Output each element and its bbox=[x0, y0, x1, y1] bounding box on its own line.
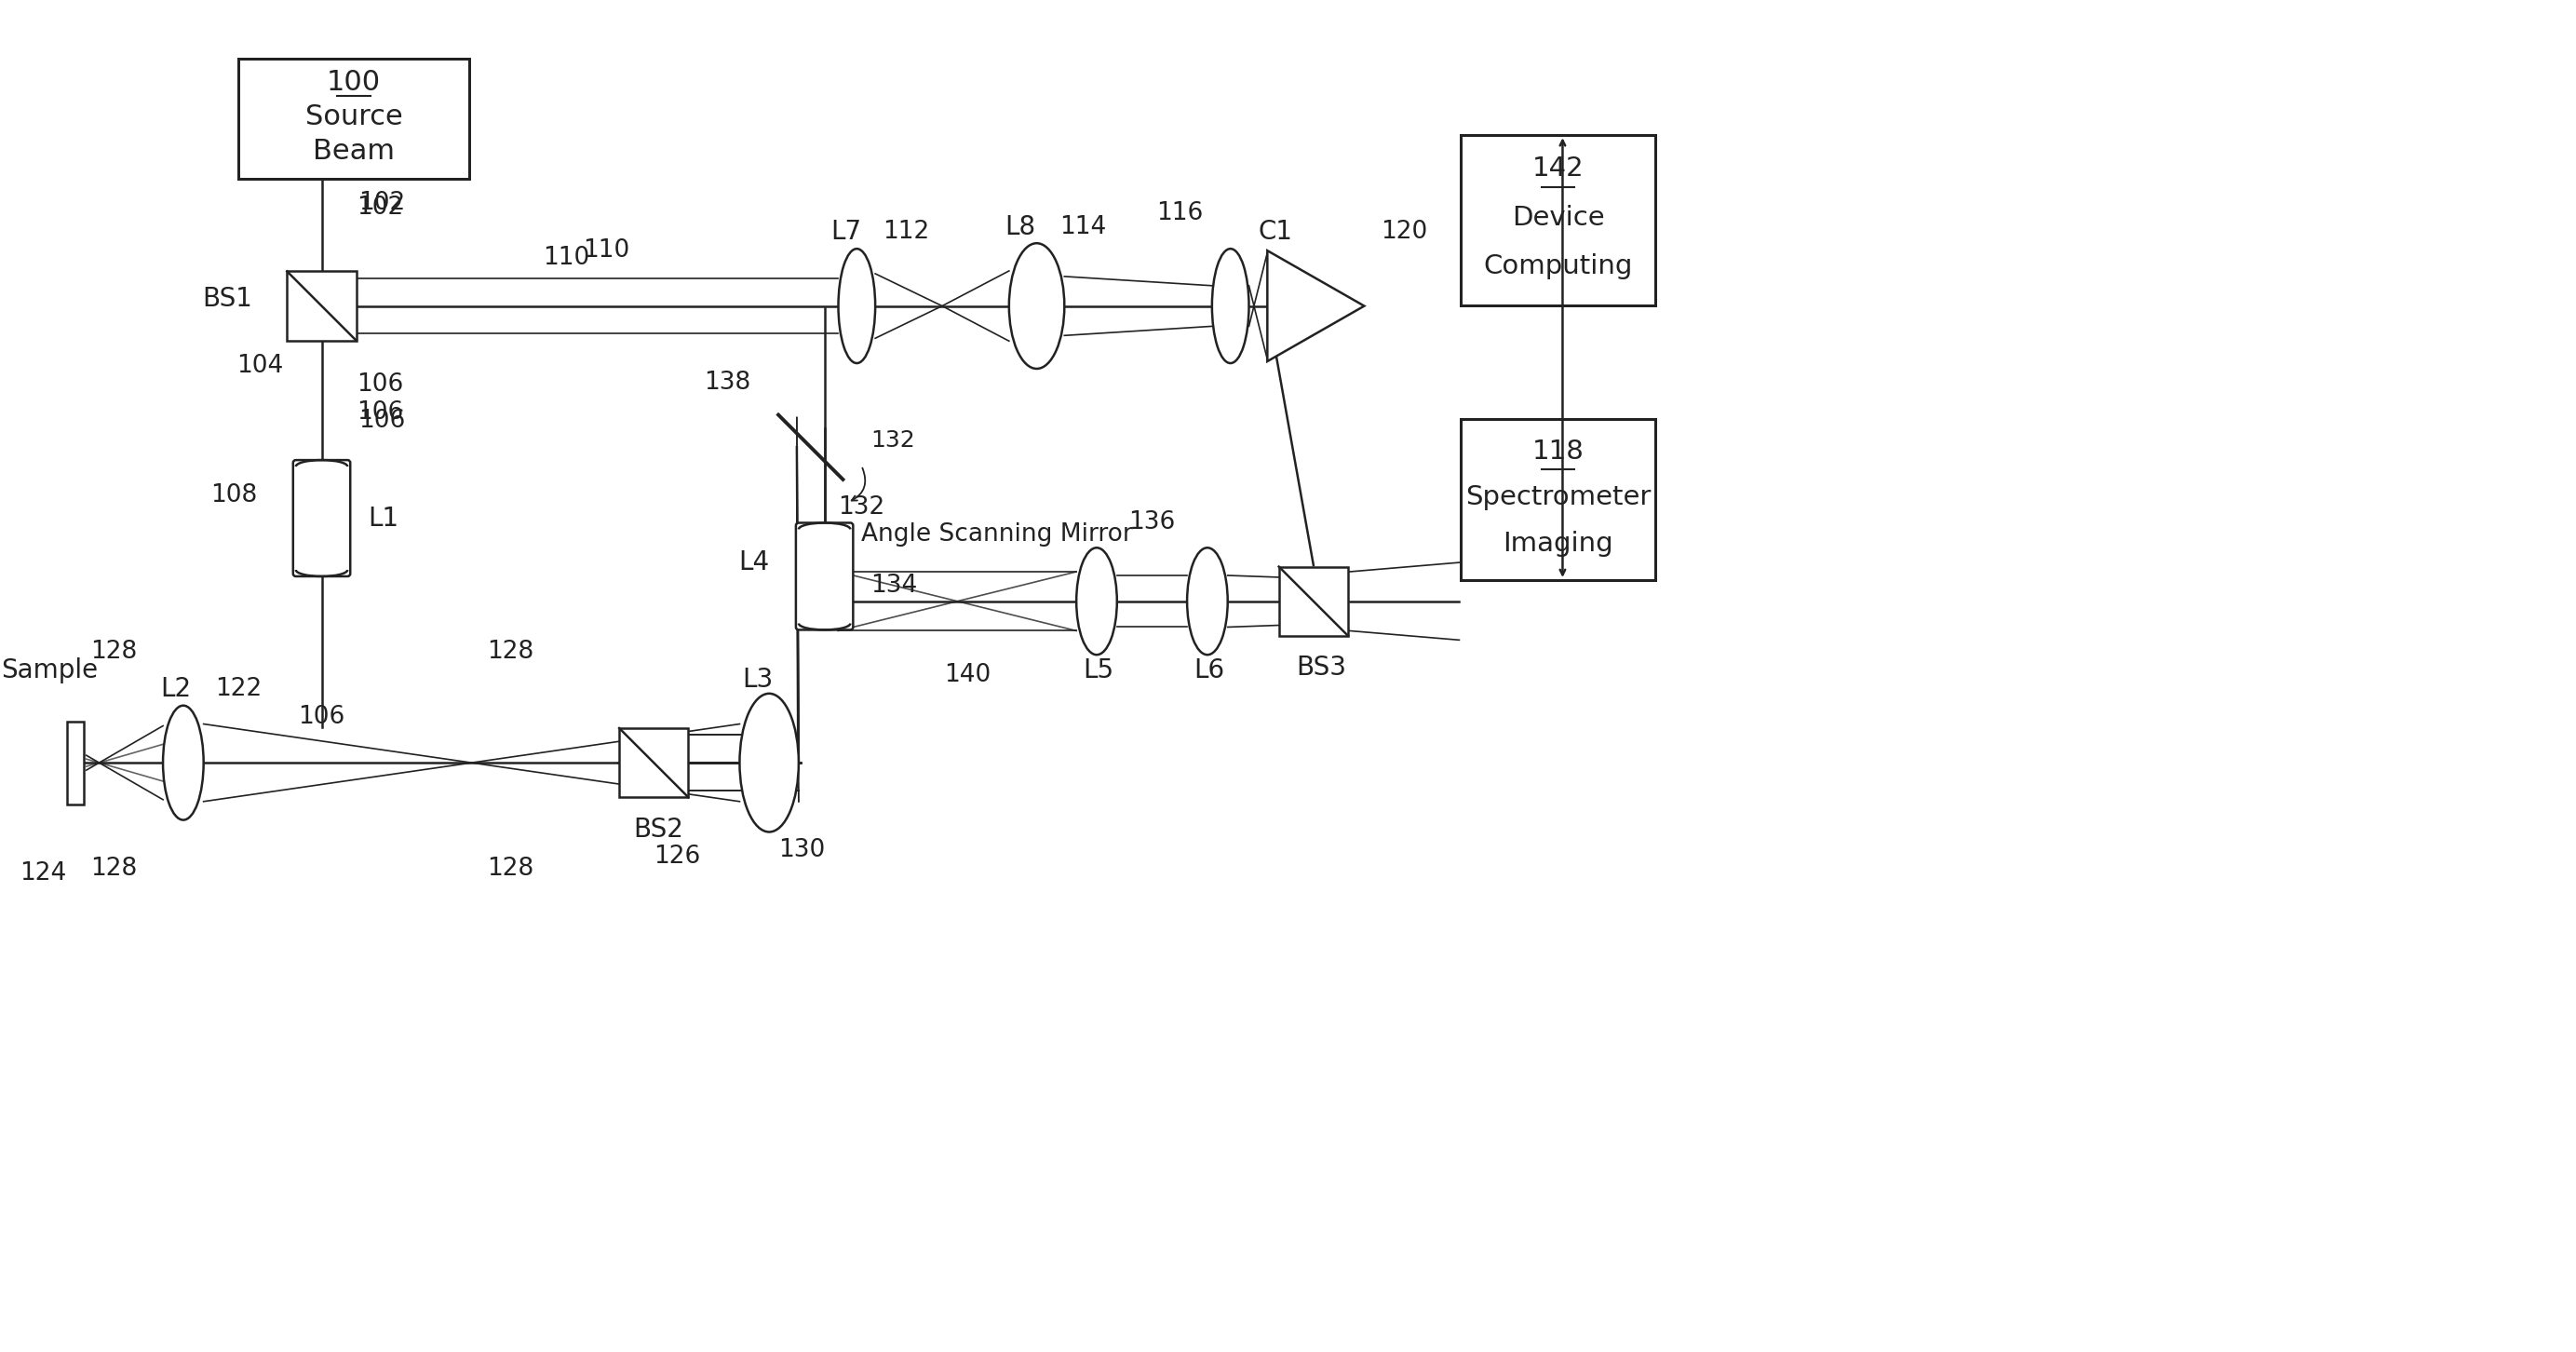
Text: 130: 130 bbox=[778, 838, 824, 863]
Text: BS1: BS1 bbox=[204, 285, 252, 311]
Ellipse shape bbox=[162, 706, 204, 819]
Bar bbox=[240, 58, 469, 178]
Text: 106: 106 bbox=[358, 410, 404, 434]
Text: 128: 128 bbox=[487, 639, 533, 664]
Polygon shape bbox=[1267, 250, 1365, 361]
Text: Sample: Sample bbox=[0, 657, 98, 684]
Text: L6: L6 bbox=[1193, 657, 1224, 684]
Text: 122: 122 bbox=[216, 677, 263, 702]
Text: 106: 106 bbox=[355, 372, 404, 396]
Text: 114: 114 bbox=[1059, 215, 1108, 239]
Text: 112: 112 bbox=[884, 220, 930, 245]
Ellipse shape bbox=[1077, 548, 1118, 654]
Bar bbox=[618, 729, 688, 798]
Text: L8: L8 bbox=[1005, 215, 1036, 241]
Text: BS2: BS2 bbox=[634, 817, 683, 842]
Text: Angle Scanning Mirror: Angle Scanning Mirror bbox=[860, 523, 1133, 548]
Text: 106: 106 bbox=[355, 400, 404, 425]
Ellipse shape bbox=[1188, 548, 1229, 654]
FancyBboxPatch shape bbox=[294, 460, 350, 576]
Text: L1: L1 bbox=[368, 506, 399, 531]
Text: 128: 128 bbox=[90, 857, 137, 882]
Text: 110: 110 bbox=[582, 238, 629, 262]
Text: 132: 132 bbox=[837, 495, 886, 519]
Text: 128: 128 bbox=[90, 639, 137, 664]
Text: 128: 128 bbox=[487, 857, 533, 882]
Bar bbox=[1278, 566, 1347, 635]
Text: Imaging: Imaging bbox=[1502, 530, 1613, 557]
Ellipse shape bbox=[739, 694, 799, 831]
Text: L3: L3 bbox=[742, 667, 773, 692]
Bar bbox=[286, 272, 355, 341]
Ellipse shape bbox=[1010, 243, 1064, 369]
Text: 106: 106 bbox=[299, 704, 345, 729]
Bar bbox=[67, 721, 82, 804]
Text: 124: 124 bbox=[21, 861, 67, 886]
Text: Spectrometer: Spectrometer bbox=[1466, 484, 1651, 511]
Text: 102: 102 bbox=[355, 195, 404, 219]
Text: 120: 120 bbox=[1381, 220, 1427, 245]
Text: Computing: Computing bbox=[1484, 253, 1633, 280]
Text: Beam: Beam bbox=[314, 138, 394, 165]
Text: 118: 118 bbox=[1533, 438, 1584, 464]
Text: Device: Device bbox=[1512, 204, 1605, 231]
Text: 126: 126 bbox=[654, 845, 701, 869]
Text: 132: 132 bbox=[871, 430, 914, 452]
Ellipse shape bbox=[1211, 249, 1249, 364]
Text: 100: 100 bbox=[327, 69, 381, 96]
Text: 142: 142 bbox=[1533, 155, 1584, 183]
Text: 104: 104 bbox=[237, 354, 283, 379]
Text: L5: L5 bbox=[1082, 657, 1113, 684]
Text: L7: L7 bbox=[829, 219, 860, 245]
Text: 140: 140 bbox=[945, 662, 992, 687]
Text: L4: L4 bbox=[739, 549, 770, 576]
Text: 102: 102 bbox=[358, 191, 404, 215]
Text: 134: 134 bbox=[871, 573, 917, 598]
FancyBboxPatch shape bbox=[796, 523, 853, 630]
Text: 108: 108 bbox=[211, 483, 258, 507]
Text: L2: L2 bbox=[160, 676, 191, 702]
Text: Source: Source bbox=[304, 104, 402, 130]
Bar bbox=[1461, 135, 1654, 306]
Text: 136: 136 bbox=[1128, 511, 1175, 535]
Text: BS3: BS3 bbox=[1296, 654, 1347, 680]
Text: 138: 138 bbox=[703, 370, 750, 395]
Text: 110: 110 bbox=[544, 246, 590, 270]
Text: 116: 116 bbox=[1157, 201, 1203, 226]
Ellipse shape bbox=[837, 249, 876, 364]
Bar bbox=[1461, 419, 1654, 580]
Text: C1: C1 bbox=[1257, 219, 1293, 245]
